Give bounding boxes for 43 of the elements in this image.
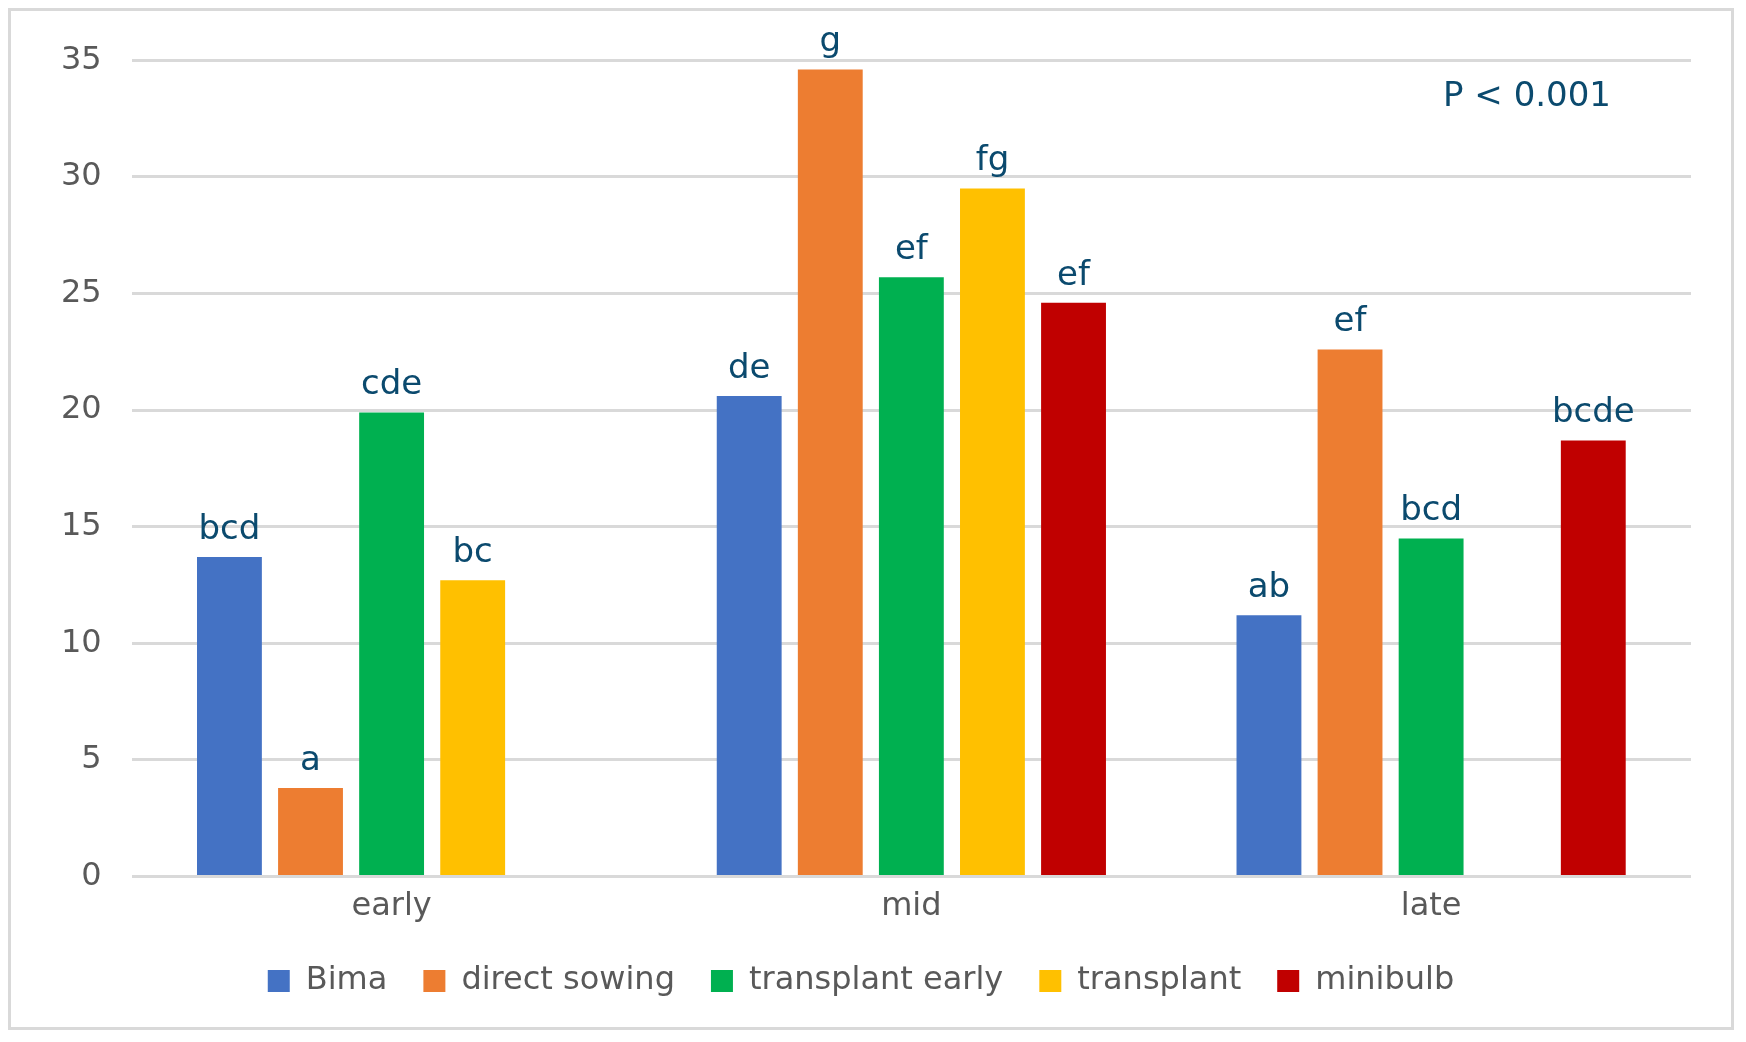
x-tick-label: late [1400,885,1462,924]
x-tick-label: mid [881,885,942,924]
y-tick-label: 0 [81,854,102,893]
data-label: bcd [198,506,261,547]
bar [197,557,262,876]
bar [278,787,343,876]
y-tick-label: 25 [61,271,102,310]
bar [797,69,863,876]
y-tick-label: 20 [61,388,102,427]
data-label: bcde [1551,390,1635,431]
annotation: P < 0.001 [1443,74,1611,115]
data-label: fg [975,138,1010,179]
bar [1560,440,1626,876]
x-tick-label: early [351,885,432,924]
y-tick-label: 15 [61,505,102,544]
legend-label: direct sowing [461,959,675,998]
data-label: cde [361,362,423,403]
bar [440,580,506,876]
y-tick-label: 10 [61,621,102,660]
y-tick-label: 35 [61,38,102,77]
data-label: ef [1333,299,1368,340]
bar [359,412,425,876]
data-label: a [300,737,321,778]
bar [1041,302,1106,876]
data-label: bcd [1400,488,1463,529]
data-label: g [819,19,842,60]
data-label: ef [1057,252,1091,293]
y-tick-label: 30 [61,155,102,194]
data-label: ab [1247,565,1291,606]
bar [1236,615,1302,876]
bar [1398,538,1464,876]
data-label: ef [894,226,929,267]
bar [878,277,944,876]
legend-label: Bima [305,959,388,998]
data-label: bc [452,530,493,571]
bar [960,188,1025,876]
legend-label: minibulb [1315,959,1455,998]
data-label: de [727,345,771,386]
y-tick-label: 5 [81,738,102,777]
bar [1317,349,1383,876]
bar [716,396,782,876]
legend-label: transplant [1077,959,1242,998]
legend-label: transplant early [748,959,1004,998]
